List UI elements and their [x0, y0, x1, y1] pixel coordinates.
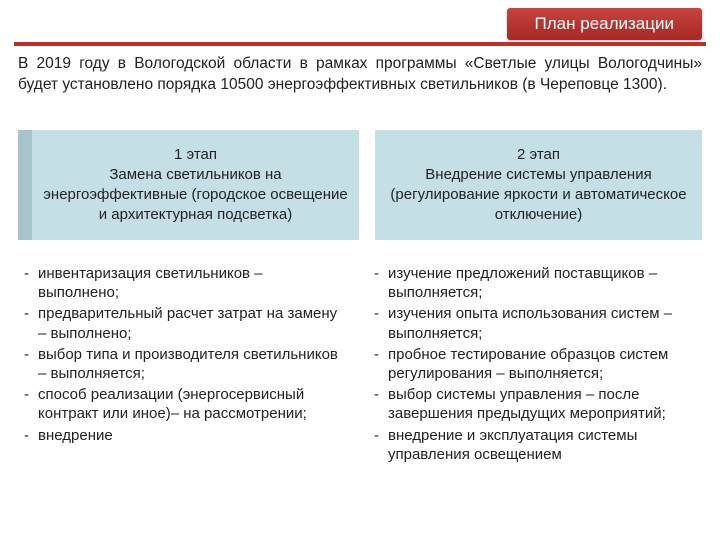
list-item: предварительный расчет затрат на замену … [24, 304, 344, 342]
list-item: изучение предложений поставщиков – выпол… [374, 264, 694, 302]
stage-header-2: 2 этап Внедрение системы управления (рег… [375, 130, 702, 240]
list-item: способ реализации (энергосервисный контр… [24, 385, 344, 423]
list-item: выбор типа и производителя светильников … [24, 345, 344, 383]
stage-1-number: 1 этап [42, 145, 349, 165]
stage-2-number: 2 этап [385, 145, 692, 165]
stage-1-desc: Замена светильников на энергоэффективные… [42, 165, 349, 226]
list-item: пробное тестирование образцов систем рег… [374, 345, 694, 383]
list-item: изучения опыта использования систем – вы… [374, 304, 694, 342]
slide: План реализации В 2019 году в Вологодско… [0, 0, 720, 540]
stage-2-items: изучение предложений поставщиков – выпол… [368, 258, 702, 530]
list-item: внедрение и эксплуатация системы управле… [374, 426, 694, 464]
intro-paragraph: В 2019 году в Вологодской области в рамк… [18, 54, 702, 96]
divider [14, 42, 706, 46]
list-item: внедрение [24, 426, 344, 445]
stage-details: инвентаризация светильников – выполнено;… [18, 258, 702, 530]
slide-title: План реализации [507, 8, 702, 40]
stage-header-1: 1 этап Замена светильников на энергоэффе… [18, 130, 359, 240]
stage-2-list: изучение предложений поставщиков – выпол… [374, 264, 694, 464]
stage-1-items: инвентаризация светильников – выполнено;… [18, 258, 352, 530]
list-item: выбор системы управления – после заверше… [374, 385, 694, 423]
stage-1-list: инвентаризация светильников – выполнено;… [24, 264, 344, 445]
stage-2-desc: Внедрение системы управления (регулирова… [385, 165, 692, 226]
stage-headers: 1 этап Замена светильников на энергоэффе… [18, 130, 702, 240]
list-item: инвентаризация светильников – выполнено; [24, 264, 344, 302]
